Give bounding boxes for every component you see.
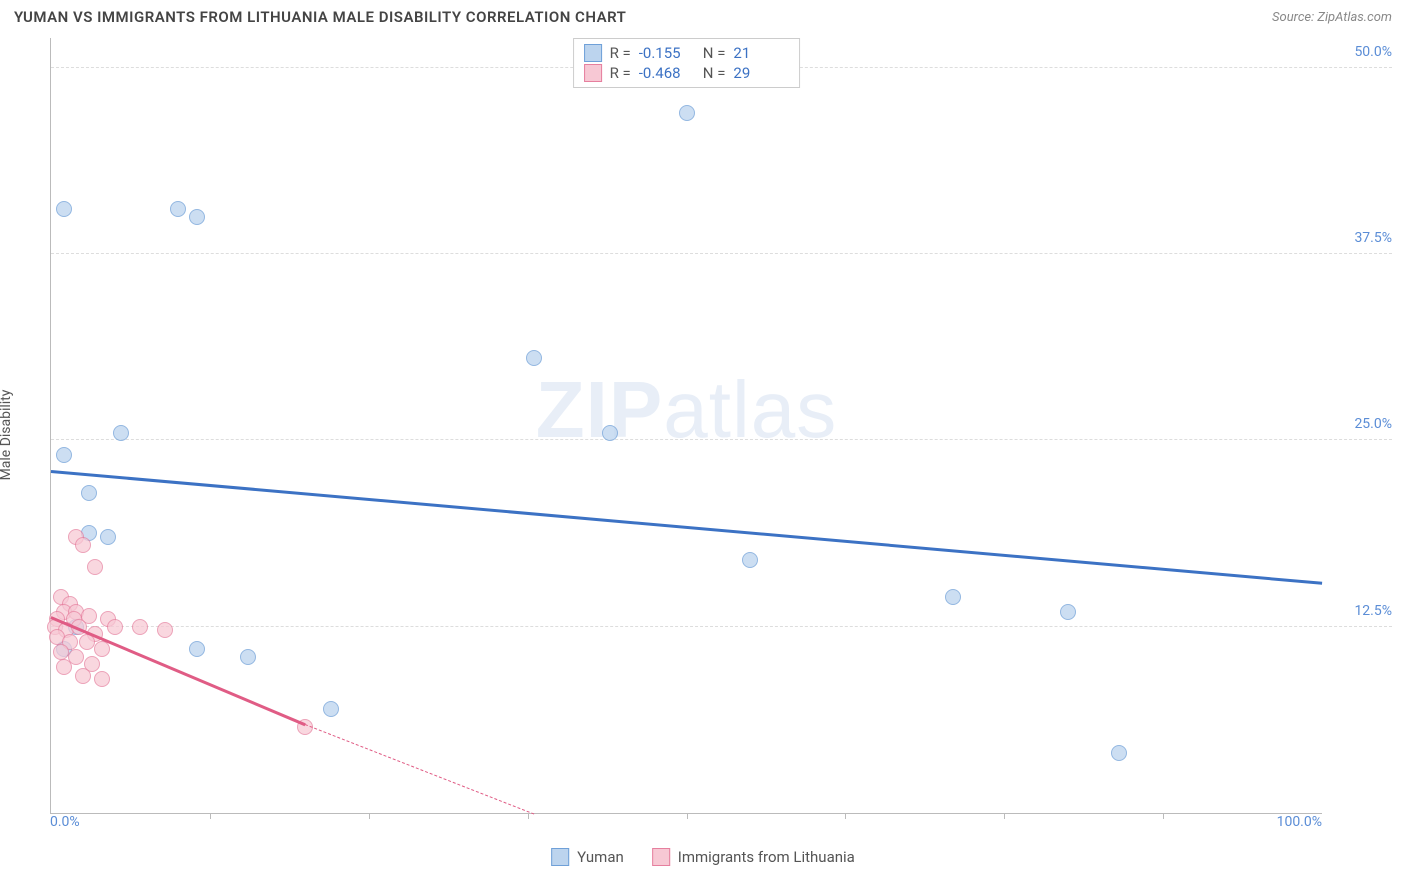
data-point xyxy=(189,209,205,225)
y-axis-label: Male Disability xyxy=(0,390,14,481)
x-axis-labels: 0.0% 100.0% xyxy=(50,814,1322,834)
data-point xyxy=(323,701,339,717)
data-point xyxy=(81,485,97,501)
data-point xyxy=(56,447,72,463)
y-tick-label: 50.0% xyxy=(1328,44,1392,60)
n-value: 29 xyxy=(733,64,789,82)
chart-title: YUMAN VS IMMIGRANTS FROM LITHUANIA MALE … xyxy=(14,8,626,26)
n-value: 21 xyxy=(733,44,789,62)
data-point xyxy=(170,201,186,217)
data-point xyxy=(240,649,256,665)
legend-item: Yuman xyxy=(551,848,624,866)
data-point xyxy=(94,671,110,687)
data-point xyxy=(68,649,84,665)
y-tick-label: 12.5% xyxy=(1328,603,1392,619)
x-max-label: 100.0% xyxy=(1277,814,1322,830)
chart-area: Male Disability ZIPatlas R =-0.155N =21R… xyxy=(14,38,1392,832)
gridline xyxy=(51,626,1392,627)
legend-swatch xyxy=(652,848,670,866)
legend-row: R = -0.468 N = 29 xyxy=(584,63,790,83)
y-tick-label: 25.0% xyxy=(1328,416,1392,432)
trend-line xyxy=(305,724,534,814)
data-point xyxy=(679,105,695,121)
watermark: ZIPatlas xyxy=(536,364,837,456)
gridline xyxy=(51,253,1392,254)
r-label: R = xyxy=(610,44,631,62)
r-value: -0.155 xyxy=(639,44,695,62)
data-point xyxy=(1060,604,1076,620)
data-point xyxy=(94,641,110,657)
source-label: Source: ZipAtlas.com xyxy=(1272,10,1392,25)
n-label: N = xyxy=(703,64,726,82)
data-point xyxy=(1111,745,1127,761)
y-tick-label: 37.5% xyxy=(1328,230,1392,246)
legend-row: R = -0.155 N = 21 xyxy=(584,43,790,63)
data-point xyxy=(132,619,148,635)
data-point xyxy=(107,619,123,635)
r-label: R = xyxy=(610,64,631,82)
legend-label: Immigrants from Lithuania xyxy=(678,848,855,866)
trend-line xyxy=(51,470,1322,584)
correlation-legend: R = -0.155 N = 21 R = -0.468 N = 29 xyxy=(573,38,801,88)
data-point xyxy=(56,659,72,675)
data-point xyxy=(526,350,542,366)
x-min-label: 0.0% xyxy=(50,814,80,830)
data-point xyxy=(189,641,205,657)
data-point xyxy=(87,559,103,575)
legend-swatch xyxy=(584,64,602,82)
data-point xyxy=(75,668,91,684)
plot-region: ZIPatlas R =-0.155N =21R =-0.468N =29 12… xyxy=(50,38,1322,814)
data-point xyxy=(945,589,961,605)
legend-item: Immigrants from Lithuania xyxy=(652,848,855,866)
legend-swatch xyxy=(551,848,569,866)
data-point xyxy=(100,529,116,545)
data-point xyxy=(75,537,91,553)
series-legend: Yuman Immigrants from Lithuania xyxy=(551,848,855,866)
legend-label: Yuman xyxy=(577,848,624,866)
n-label: N = xyxy=(703,44,726,62)
data-point xyxy=(602,425,618,441)
gridline xyxy=(51,439,1392,440)
data-point xyxy=(56,201,72,217)
legend-swatch xyxy=(584,44,602,62)
data-point xyxy=(157,622,173,638)
data-point xyxy=(742,552,758,568)
data-point xyxy=(53,644,69,660)
data-point xyxy=(113,425,129,441)
r-value: -0.468 xyxy=(639,64,695,82)
